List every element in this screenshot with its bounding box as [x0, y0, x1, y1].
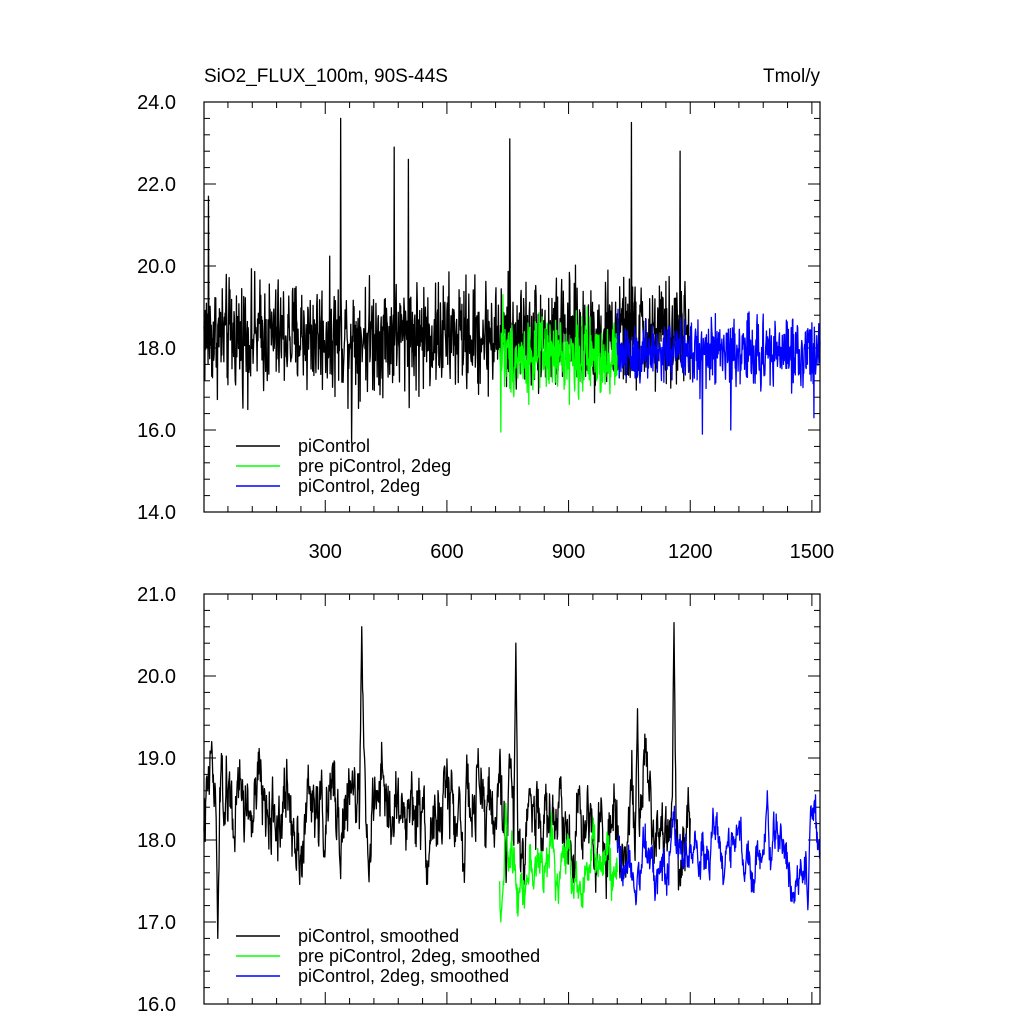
y-tick-label: 20.0 [137, 256, 176, 278]
top-plot-ticks: 14.0 16.0 18.0 20.0 22.0 24.0 300 600 900 1200 150… [137, 92, 834, 563]
top-plot-units: Tmol/y [763, 66, 821, 87]
legend-label: piControl, 2deg, smoothed [298, 966, 509, 986]
y-tick-label: 16.0 [137, 420, 176, 442]
series-line-0 [203, 622, 691, 940]
y-tick-label: 20.0 [137, 666, 176, 688]
y-tick-label: 19.0 [137, 748, 176, 770]
series-line-0 [203, 117, 691, 443]
top-plot-series [203, 117, 821, 443]
series-line-2 [616, 308, 821, 435]
y-tick-label: 18.0 [137, 338, 176, 360]
x-tick-label: 1500 [790, 541, 835, 563]
y-tick-label: 16.0 [137, 994, 176, 1016]
x-tick-label: 600 [430, 541, 463, 563]
series-line-1 [498, 802, 618, 923]
x-tick-label: 300 [309, 541, 342, 563]
top-plot-title: SiO2_FLUX_100m, 90S-44S [204, 66, 448, 87]
bottom-plot-frame [203, 593, 821, 1005]
top-plot-panel: SiO2_FLUX_100m, 90S-44S Tmol/y 14.016.01… [137, 66, 834, 563]
y-tick-label: 22.0 [137, 174, 176, 196]
series-line-2 [616, 790, 821, 911]
bottom-plot-panel: 16.0 17.0 18.0 19.0 20.0 21.0 piControl, smoo… [137, 584, 821, 1016]
bottom-plot-series [203, 622, 821, 940]
legend-label: piControl, 2deg [298, 476, 420, 496]
legend-label: pre piControl, 2deg [298, 456, 451, 476]
y-tick-label: 18.0 [137, 830, 176, 852]
y-tick-label: 24.0 [137, 92, 176, 114]
legend-label: piControl, smoothed [298, 926, 459, 946]
legend-label: pre piControl, 2deg, smoothed [298, 946, 540, 966]
y-tick-label: 17.0 [137, 912, 176, 934]
x-tick-label: 900 [552, 541, 585, 563]
top-plot-frame [203, 101, 821, 513]
y-tick-label: 21.0 [137, 584, 176, 606]
series-line-1 [498, 294, 618, 433]
y-tick-label: 14.0 [137, 502, 176, 524]
x-tick-label: 1200 [668, 541, 713, 563]
bottom-plot-ticks: 16.0 17.0 18.0 19.0 20.0 21.0 [137, 584, 820, 1016]
legend-label: piControl [298, 436, 370, 456]
